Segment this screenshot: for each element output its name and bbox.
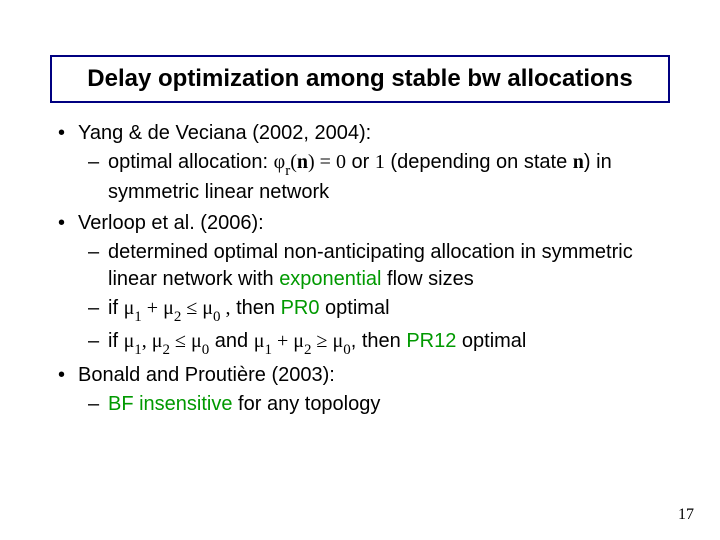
text-run: (depending on state bbox=[385, 151, 573, 173]
text-run: 0 bbox=[202, 342, 210, 358]
bullet-lead: Yang & de Veciana (2002, 2004): bbox=[78, 122, 371, 144]
slide-title: Delay optimization among stable bw alloc… bbox=[87, 65, 632, 93]
sub-list: optimal allocation: φr(n) = 0 or 1 (depe… bbox=[78, 149, 680, 206]
bullet-lead: Verloop et al. (2006): bbox=[78, 212, 264, 234]
text-run: 1 bbox=[264, 342, 272, 358]
text-run: , then bbox=[351, 330, 407, 352]
text-run: 1 bbox=[134, 342, 142, 358]
sub-list: BF insensitive for any topology bbox=[78, 391, 680, 418]
text-run: r bbox=[285, 163, 290, 179]
text-run: ≤ bbox=[170, 330, 191, 352]
text-run: exponential bbox=[279, 268, 381, 290]
text-run: μ bbox=[293, 330, 304, 352]
text-run: μ bbox=[163, 297, 174, 319]
text-run: then bbox=[231, 297, 281, 319]
text-run: BF insensitive bbox=[108, 393, 233, 415]
page-number: 17 bbox=[678, 506, 694, 524]
text-run: ( bbox=[290, 151, 297, 173]
text-run: μ bbox=[152, 330, 163, 352]
text-run: 0 bbox=[343, 342, 351, 358]
text-run: φ bbox=[274, 151, 286, 173]
sub-item: if μ1 + μ2 ≤ μ0 , then PR0 optimal bbox=[78, 295, 680, 325]
text-run: μ bbox=[202, 297, 213, 319]
text-run: n bbox=[297, 151, 308, 173]
text-run: μ bbox=[254, 330, 265, 352]
bullet-item: Verloop et al. (2006): determined optimal… bbox=[50, 210, 680, 358]
text-run: μ bbox=[124, 330, 135, 352]
title-box: Delay optimization among stable bw alloc… bbox=[50, 55, 670, 103]
text-run: optimal bbox=[456, 330, 526, 352]
text-run: μ bbox=[332, 330, 343, 352]
sub-item: if μ1, μ2 ≤ μ0 and μ1 + μ2 ≥ μ0, then PR… bbox=[78, 328, 680, 358]
text-run: , bbox=[142, 330, 152, 352]
text-run: if bbox=[108, 330, 124, 352]
sub-item: determined optimal non-anticipating allo… bbox=[78, 239, 680, 293]
bullet-lead: Bonald and Proutière (2003): bbox=[78, 364, 335, 386]
text-run: and bbox=[209, 330, 253, 352]
text-run: PR12 bbox=[406, 330, 456, 352]
sub-item: optimal allocation: φr(n) = 0 or 1 (depe… bbox=[78, 149, 680, 206]
text-run: flow sizes bbox=[382, 268, 474, 290]
text-run: 1 bbox=[375, 151, 385, 173]
text-run: μ bbox=[124, 297, 135, 319]
bullet-item: Bonald and Proutière (2003): BF insensiti… bbox=[50, 362, 680, 418]
text-run: n bbox=[573, 151, 584, 173]
bullet-item: Yang & de Veciana (2002, 2004): optimal a… bbox=[50, 120, 680, 206]
text-run: PR0 bbox=[281, 297, 320, 319]
text-run: ≥ bbox=[311, 330, 332, 352]
text-run: 0 bbox=[213, 309, 221, 325]
text-run: or bbox=[346, 151, 375, 173]
text-run: + bbox=[142, 297, 163, 319]
text-run: ≤ bbox=[181, 297, 202, 319]
text-run: , bbox=[221, 297, 231, 319]
text-run: 2 bbox=[304, 342, 312, 358]
bullet-list: Yang & de Veciana (2002, 2004): optimal a… bbox=[50, 120, 680, 418]
text-run: if bbox=[108, 297, 124, 319]
slide-body: Yang & de Veciana (2002, 2004): optimal a… bbox=[50, 120, 680, 422]
text-run: ) = 0 bbox=[308, 151, 346, 173]
sub-list: determined optimal non-anticipating allo… bbox=[78, 239, 680, 358]
text-run: 2 bbox=[174, 309, 182, 325]
text-run: optimal allocation: bbox=[108, 151, 274, 173]
text-run: optimal bbox=[319, 297, 389, 319]
text-run: 1 bbox=[134, 309, 142, 325]
slide: Delay optimization among stable bw alloc… bbox=[0, 0, 720, 540]
text-run: μ bbox=[191, 330, 202, 352]
sub-item: BF insensitive for any topology bbox=[78, 391, 680, 418]
text-run: + bbox=[272, 330, 293, 352]
text-run: for any topology bbox=[233, 393, 381, 415]
text-run: 2 bbox=[163, 342, 171, 358]
